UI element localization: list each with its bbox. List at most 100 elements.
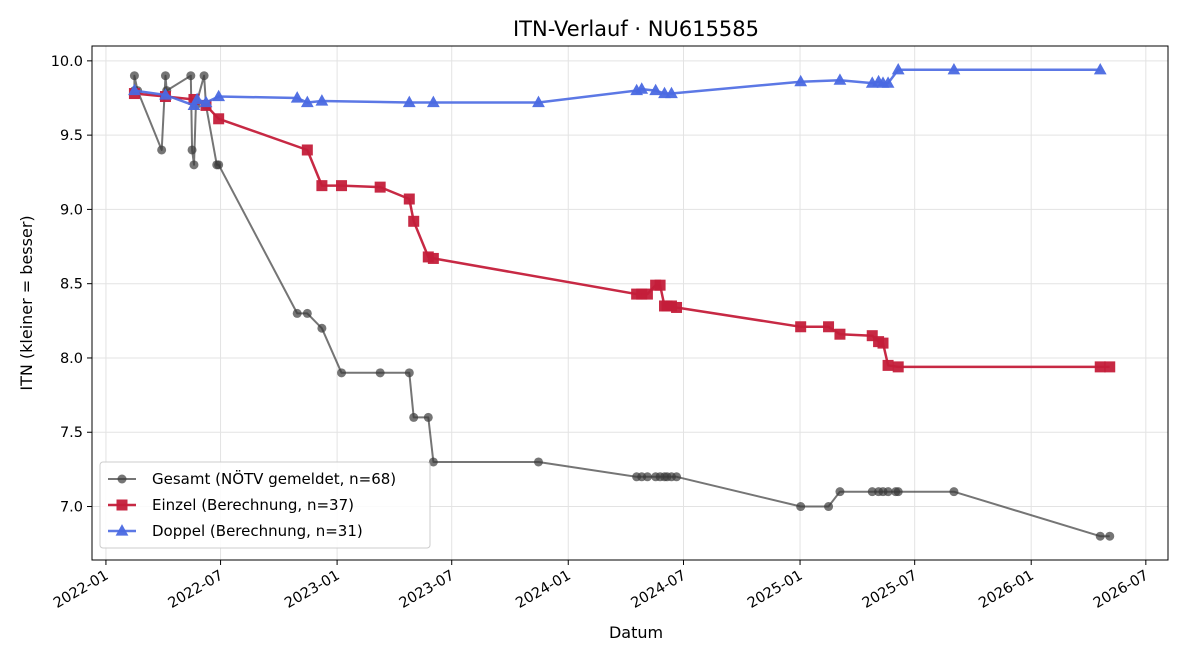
y-tick-label: 9.0 [60, 202, 83, 218]
data-point [877, 337, 889, 349]
data-point [1095, 531, 1105, 541]
legend-item: Gesamt (NÖTV gemeldet, n=68) [108, 469, 396, 488]
series-3 [128, 62, 1107, 111]
data-point [636, 288, 648, 300]
data-point [891, 62, 905, 75]
data-point [199, 95, 213, 108]
data-point [867, 487, 877, 497]
data-point [129, 71, 139, 81]
data-point [290, 91, 304, 103]
data-point [403, 193, 415, 205]
data-point [883, 487, 893, 497]
legend-marker [117, 474, 127, 484]
data-point [882, 359, 894, 371]
data-point [949, 487, 959, 497]
x-axis-label: Datum [609, 623, 663, 642]
data-point [300, 95, 314, 108]
data-point [337, 368, 347, 378]
data-point [823, 321, 835, 333]
data-point [199, 71, 209, 81]
legend-label: Doppel (Berechnung, n=31) [152, 522, 363, 540]
grid-lines [92, 46, 1168, 560]
x-axis: 2022-01 2022-07 2023-01 2023-07 2024-01 2024-… [51, 560, 1151, 612]
data-point [428, 457, 438, 467]
data-point [302, 308, 312, 318]
data-point [881, 76, 895, 88]
y-tick-label: 7.0 [60, 500, 83, 516]
x-tick-label: 2025-07 [860, 568, 920, 612]
data-point [642, 472, 652, 482]
data-point [402, 95, 416, 108]
data-point [796, 502, 806, 512]
data-point [212, 89, 226, 102]
y-tick-label: 8.0 [60, 351, 83, 367]
legend: Gesamt (NÖTV gemeldet, n=68) Einzel (Bere… [99, 461, 431, 549]
data-point [672, 472, 682, 482]
data-point [835, 487, 845, 497]
legend-marker [115, 524, 129, 536]
x-tick-label: 2023-07 [397, 568, 457, 612]
data-point [1104, 361, 1116, 373]
data-point [128, 83, 141, 96]
data-point [317, 323, 327, 333]
data-point [824, 502, 834, 512]
data-point [375, 368, 385, 378]
x-tick-label: 2022-07 [166, 568, 226, 612]
series-1 [129, 71, 1115, 541]
data-point [635, 82, 649, 94]
data-point [214, 160, 224, 170]
data-point [833, 73, 847, 85]
data-point [866, 330, 878, 342]
y-tick-label: 10.0 [51, 54, 83, 70]
data-point [187, 145, 197, 155]
data-point [213, 113, 225, 125]
legend-label: Gesamt (NÖTV gemeldet, n=68) [152, 469, 396, 488]
data-point [1105, 531, 1115, 541]
data-point [533, 457, 543, 467]
data-point [374, 181, 386, 193]
data-point [292, 308, 302, 318]
data-point [947, 62, 961, 75]
x-tick-label: 2024-01 [513, 568, 573, 612]
legend-box [99, 461, 431, 549]
plot-frame [91, 45, 1169, 561]
y-tick-label: 7.5 [60, 425, 83, 441]
data-point [187, 98, 201, 111]
data-point [1093, 62, 1107, 75]
data-point [186, 71, 196, 81]
y-axis: 7.0 7.5 8.0 8.5 9.0 9.5 10.0 [51, 54, 92, 516]
x-tick-label: 2022-01 [51, 568, 111, 612]
y-tick-label: 9.5 [60, 128, 83, 144]
data-point [1094, 361, 1106, 373]
chart-title: ITN-Verlauf · NU615585 [513, 17, 759, 41]
data-point [159, 88, 172, 100]
data-point [671, 301, 683, 313]
legend-marker [116, 499, 128, 511]
data-point [641, 288, 653, 300]
data-point [893, 487, 903, 497]
data-point [532, 95, 545, 108]
data-point [654, 279, 666, 291]
data-point [301, 144, 313, 156]
x-tick-label: 2026-07 [1091, 568, 1151, 612]
data-point [160, 71, 170, 81]
data-point [834, 328, 846, 340]
y-tick-label: 8.5 [60, 277, 83, 293]
x-tick-label: 2026-01 [976, 568, 1036, 612]
legend-item: Einzel (Berechnung, n=37) [108, 496, 354, 514]
data-point [404, 368, 414, 378]
data-point [189, 160, 199, 170]
x-tick-label: 2024-07 [629, 568, 689, 612]
data-point [423, 412, 433, 422]
data-point [794, 74, 808, 87]
data-point [427, 252, 439, 264]
x-tick-label: 2023-01 [282, 568, 342, 612]
data-point [892, 361, 904, 373]
data-point [665, 86, 678, 99]
x-tick-label: 2025-01 [745, 568, 805, 612]
data-point [408, 215, 420, 227]
data-point [795, 321, 807, 333]
data-point [426, 95, 440, 108]
data-point [649, 83, 663, 96]
